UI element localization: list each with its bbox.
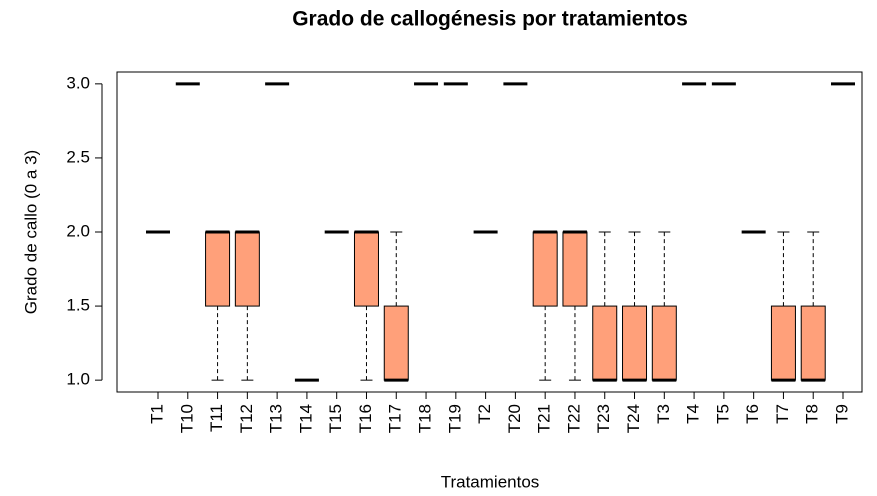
x-tick-label: T8: [803, 404, 822, 424]
x-tick-label: T24: [624, 404, 643, 433]
plot-frame: [116, 71, 863, 393]
y-tick-label: 3.0: [66, 73, 90, 92]
x-tick-label: T18: [416, 404, 435, 433]
y-tick-label: 2.0: [66, 221, 90, 240]
x-tick-label: T9: [832, 404, 851, 424]
box: [353, 231, 379, 307]
x-tick-label: T15: [326, 404, 345, 433]
x-tick-label: T11: [207, 404, 226, 432]
x-tick-label: T2: [475, 404, 494, 424]
x-tick-label: T12: [237, 404, 256, 433]
box: [592, 305, 618, 381]
y-tick-label: 2.5: [66, 147, 90, 166]
x-tick-label: T14: [296, 404, 315, 433]
x-tick-label: T16: [356, 404, 375, 433]
x-tick-label: T7: [773, 404, 792, 424]
box: [800, 305, 826, 381]
x-tick-label: T10: [177, 404, 196, 433]
chart-title: Grado de callogénesis por tratamientos: [292, 8, 688, 31]
y-axis-title: Grado de callo (0 a 3): [21, 150, 40, 314]
x-tick-label: T22: [564, 404, 583, 433]
x-tick-label: T3: [654, 404, 673, 424]
x-tick-label: T5: [713, 404, 732, 424]
box: [205, 231, 231, 307]
box: [651, 305, 677, 381]
box: [383, 305, 409, 381]
y-tick-label: 1.0: [66, 370, 90, 389]
box: [770, 305, 796, 381]
x-tick-label: T21: [535, 404, 554, 433]
box: [622, 305, 648, 381]
x-tick-label: T23: [594, 404, 613, 433]
x-axis-title: Tratamientos: [441, 472, 540, 491]
x-tick-label: T20: [505, 404, 524, 433]
box: [532, 231, 558, 307]
x-tick-label: T1: [147, 404, 166, 424]
box: [562, 231, 588, 307]
x-tick-label: T13: [267, 404, 286, 433]
box: [234, 231, 260, 307]
y-tick-label: 1.5: [66, 296, 90, 315]
x-tick-label: T6: [743, 404, 762, 424]
x-tick-label: T19: [445, 404, 464, 433]
x-tick-label: T17: [386, 404, 405, 433]
x-tick-label: T4: [684, 404, 703, 424]
